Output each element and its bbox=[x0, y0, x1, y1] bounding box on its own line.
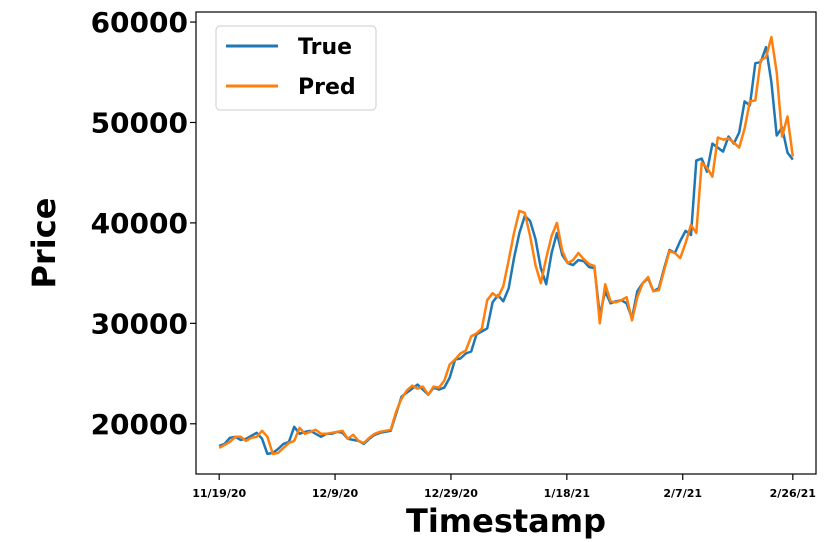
x-tick-label: 2/26/21 bbox=[770, 487, 816, 500]
x-tick-label: 11/19/20 bbox=[192, 487, 246, 500]
legend-label-true: True bbox=[298, 35, 352, 60]
series-line-true bbox=[218, 45, 794, 456]
x-tick-label: 2/7/21 bbox=[663, 487, 702, 500]
plot-frame bbox=[195, 11, 817, 475]
y-tick-label: 60000 bbox=[91, 6, 188, 39]
y-tick-label: 40000 bbox=[91, 207, 188, 240]
y-tick-label: 50000 bbox=[91, 106, 188, 139]
x-tick-label: 12/9/20 bbox=[312, 487, 359, 500]
y-tick-label: 20000 bbox=[91, 408, 188, 441]
y-axis-ticks: 20000 30000 40000 50000 60000 bbox=[91, 6, 196, 441]
x-tick-label: 12/29/20 bbox=[424, 487, 478, 500]
x-axis-label: Timestamp bbox=[406, 502, 606, 540]
y-tick-label: 30000 bbox=[91, 307, 188, 340]
x-tick-label: 1/18/21 bbox=[544, 487, 590, 500]
series-layer bbox=[218, 35, 795, 456]
legend-label-pred: Pred bbox=[298, 75, 356, 100]
legend: True Pred bbox=[215, 25, 377, 111]
x-axis-ticks: 11/19/20 12/9/20 12/29/20 1/18/21 2/7/21 2/26… bbox=[192, 474, 816, 500]
y-axis-label: Price bbox=[25, 198, 63, 289]
series-line-pred bbox=[218, 35, 795, 456]
